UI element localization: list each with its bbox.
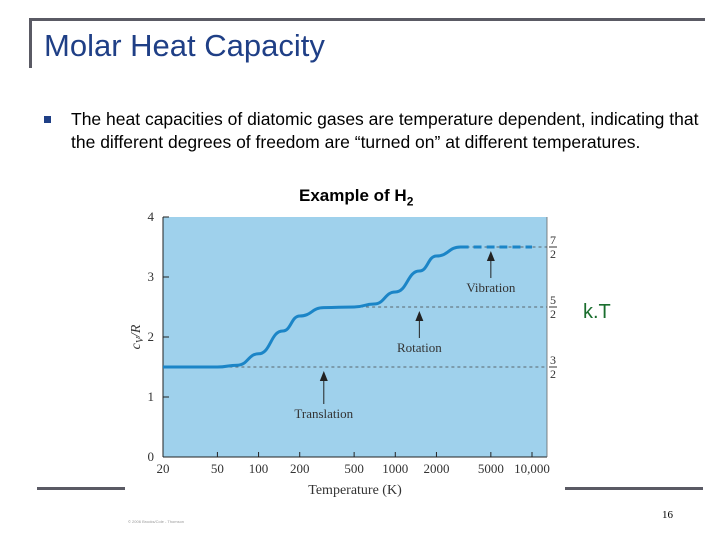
y-tick-label: 3: [148, 269, 155, 284]
example-subscript: 2: [406, 194, 414, 209]
fraction-denominator: 2: [550, 247, 556, 261]
annotation-arrowhead: [415, 311, 424, 321]
bullet-text: The heat capacities of diatomic gases ar…: [71, 109, 699, 152]
annotation-arrowhead: [319, 371, 328, 381]
fraction-numerator: 5: [550, 293, 556, 307]
example-label: Example of H2: [299, 186, 413, 208]
annotation-arrowhead: [486, 251, 495, 261]
x-tick-label: 1000: [382, 461, 408, 476]
slide-title: Molar Heat Capacity: [44, 28, 325, 63]
x-tick-label: 200: [290, 461, 310, 476]
page-number: 16: [662, 509, 673, 521]
x-tick-label: 50: [211, 461, 224, 476]
x-axis-label: Temperature (K): [308, 483, 402, 498]
y-axis-label: cV/R: [129, 324, 146, 349]
y-tick-label: 2: [148, 329, 155, 344]
fraction-numerator: 7: [550, 233, 556, 247]
x-tick-label: 10,000: [514, 461, 550, 476]
footer-rule-right: [565, 487, 703, 490]
annotation-label: Vibration: [466, 280, 516, 295]
x-tick-label: 500: [344, 461, 364, 476]
footer-rule-left: [37, 487, 125, 490]
x-tick-label: 20: [157, 461, 170, 476]
x-tick-label: 5000: [478, 461, 504, 476]
y-axis-label-main: c: [129, 342, 144, 349]
annotation-label: Translation: [294, 406, 353, 421]
bullet-square-icon: [44, 116, 51, 123]
fraction-numerator: 3: [550, 353, 556, 367]
frame-left-border: [29, 18, 32, 68]
heat-capacity-curve: [163, 245, 461, 369]
kt-label: k.T: [583, 301, 611, 323]
frame-top-border: [29, 18, 705, 21]
y-axis-label-rest: /R: [129, 324, 144, 338]
x-tick-label: 2000: [423, 461, 449, 476]
annotation-label: Rotation: [397, 340, 442, 355]
y-tick-label: 4: [148, 209, 155, 224]
plot-area: [163, 217, 547, 457]
example-prefix: Example of H: [299, 186, 407, 205]
y-tick-label: 0: [148, 449, 155, 464]
fraction-denominator: 2: [550, 307, 556, 321]
fraction-denominator: 2: [550, 367, 556, 381]
y-tick-label: 1: [148, 389, 155, 404]
x-tick-label: 100: [249, 461, 269, 476]
copyright-text: © 2006 Brooks/Cole - Thomson: [128, 519, 185, 524]
y-axis-label-sub: V: [135, 335, 146, 343]
